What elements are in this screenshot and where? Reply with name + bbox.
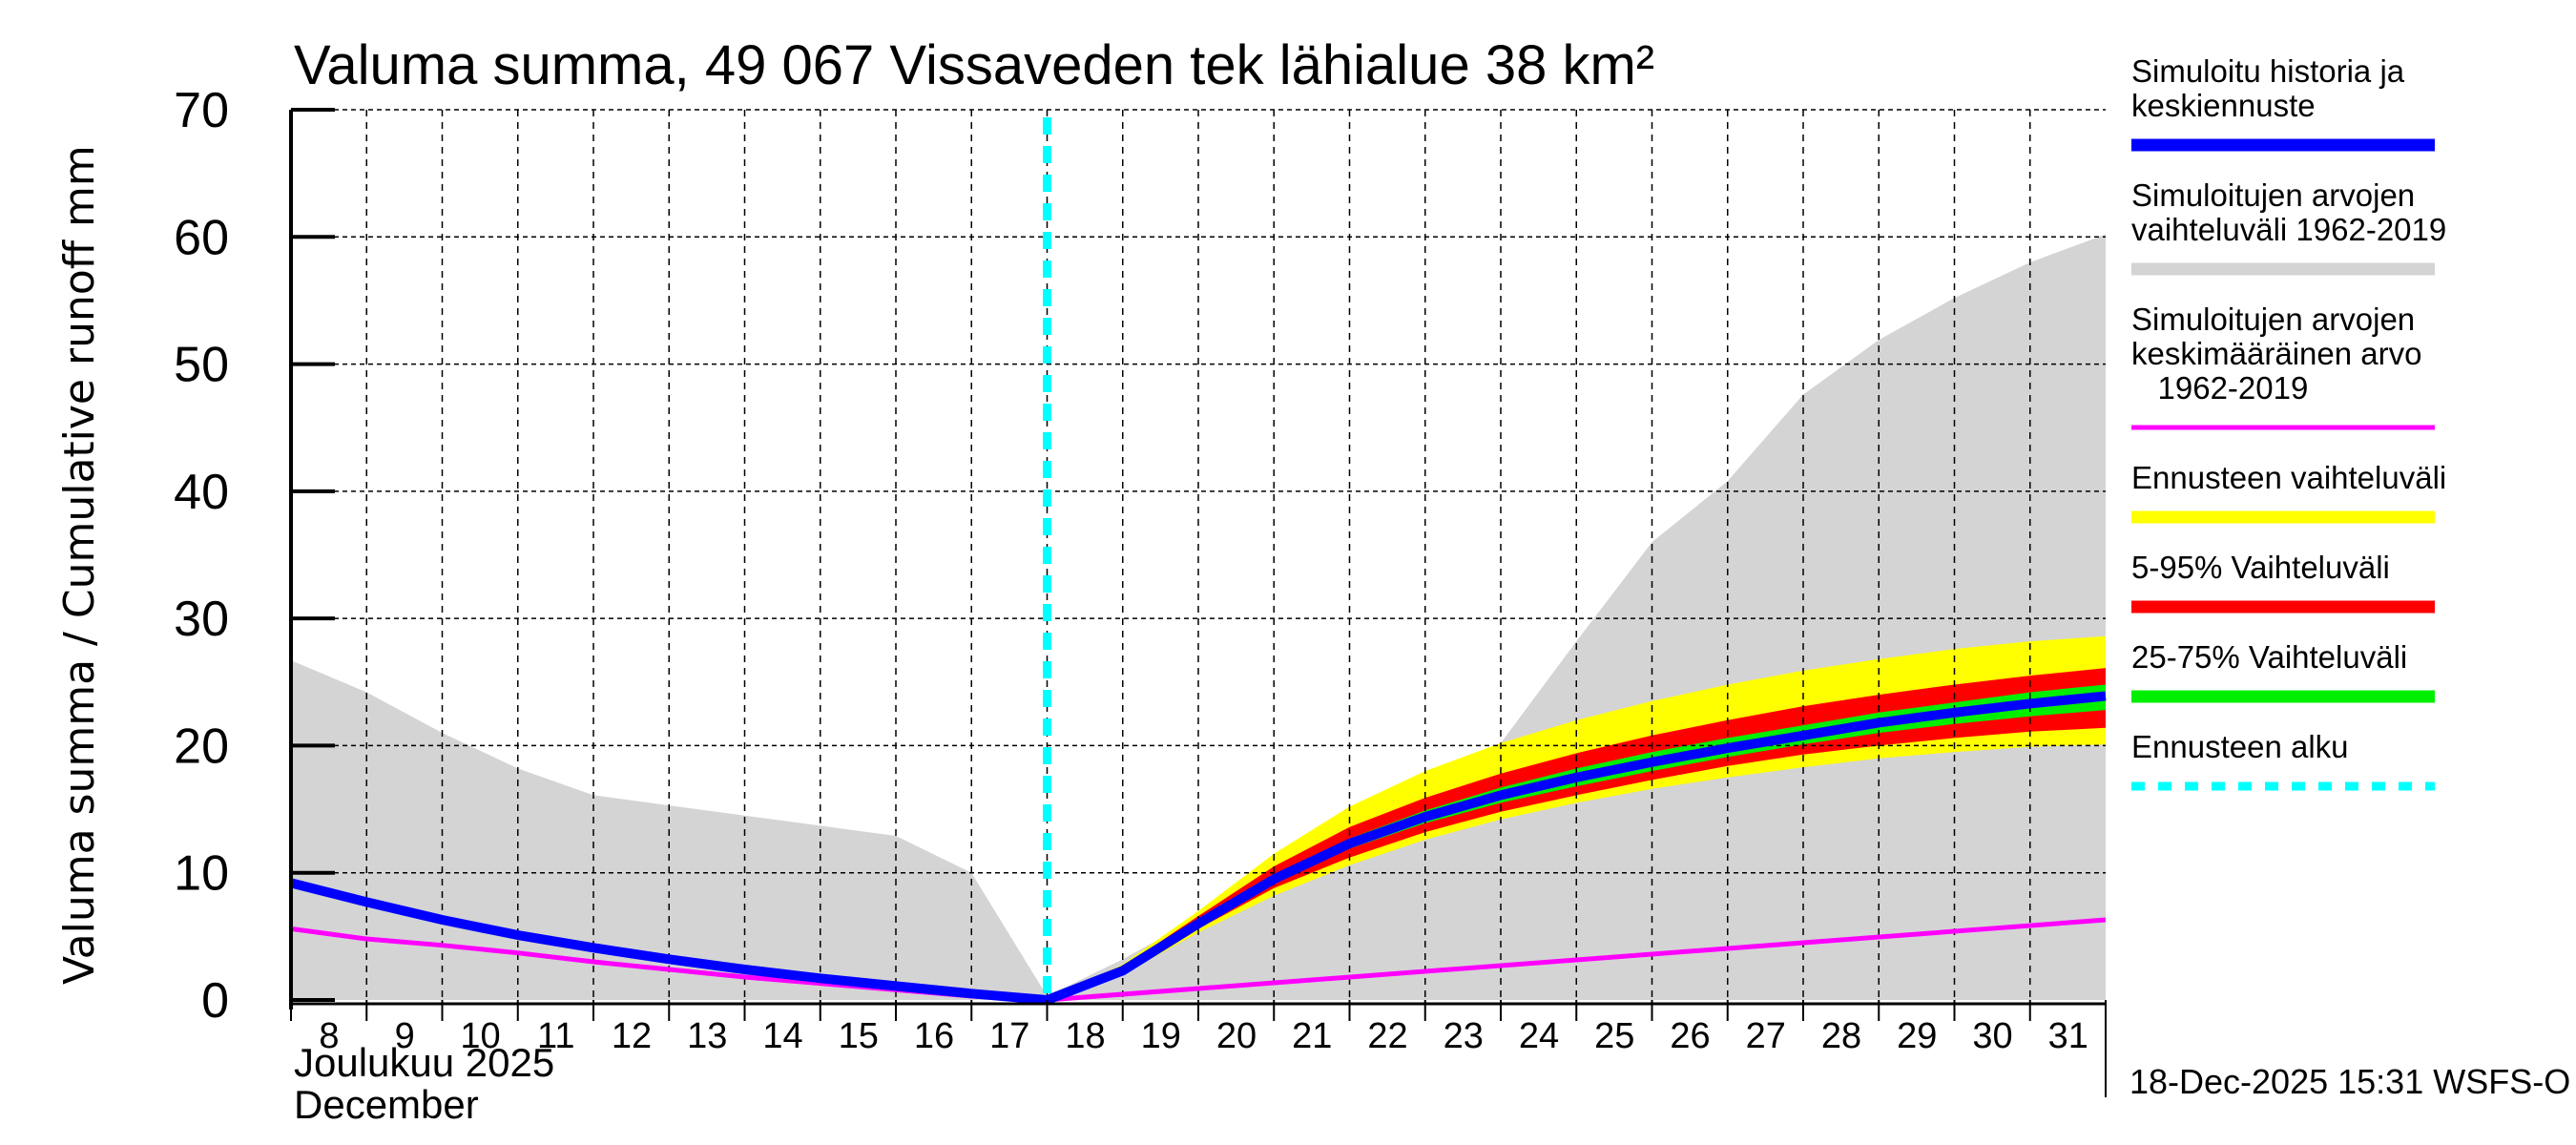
y-tick-label: 70 (174, 83, 229, 138)
x-tick-label: 9 (395, 1016, 415, 1056)
y-tick-label: 30 (174, 592, 229, 647)
x-tick-label: 16 (914, 1016, 954, 1056)
x-axis-month-label: Joulukuu 2025 (294, 1040, 554, 1085)
x-tick-label: 22 (1367, 1016, 1407, 1056)
legend-label: 25-75% Vaihteluväli (2131, 639, 2407, 675)
y-tick-label: 10 (174, 846, 229, 902)
x-tick-label: 19 (1141, 1016, 1181, 1056)
y-tick-label: 60 (174, 210, 229, 265)
legend-label: Simuloitujen arvojen (2131, 177, 2415, 213)
x-tick-label: 31 (2048, 1016, 2088, 1056)
legend-label: vaihteluväli 1962-2019 (2131, 212, 2446, 247)
x-tick-label: 10 (460, 1016, 500, 1056)
legend-label: 5-95% Vaihteluväli (2131, 550, 2390, 585)
x-tick-label: 13 (687, 1016, 727, 1056)
y-axis-label: Valuma summa / Cumulative runoff mm (55, 145, 104, 985)
x-tick-label: 12 (612, 1016, 652, 1056)
legend-label: keskiennuste (2131, 88, 2316, 123)
legend-label: Simuloitujen arvojen (2131, 302, 2415, 337)
legend-label: Ennusteen alku (2131, 729, 2349, 764)
y-tick-label: 0 (201, 973, 229, 1029)
x-tick-label: 18 (1065, 1016, 1105, 1056)
x-tick-label: 25 (1594, 1016, 1634, 1056)
x-tick-label: 15 (839, 1016, 879, 1056)
lines-layer (289, 117, 2107, 1005)
y-tick-labels: 0 10 20 30 40 50 60 70 (174, 83, 229, 1029)
x-tick-label: 14 (762, 1016, 802, 1056)
x-tick-label: 21 (1292, 1016, 1332, 1056)
x-tick-label: 29 (1897, 1016, 1937, 1056)
axes-layer (289, 108, 2107, 1097)
grid-layer (291, 109, 2106, 1000)
x-tick-label: 20 (1216, 1016, 1257, 1056)
x-tick-label: 28 (1821, 1016, 1861, 1056)
history-median-line (289, 691, 2107, 1005)
x-tick-label: 23 (1444, 1016, 1484, 1056)
legend-label: Simuloitu historia ja (2131, 53, 2405, 89)
x-tick-label: 30 (1972, 1016, 2012, 1056)
chart-title: Valuma summa, 49 067 Vissaveden tek lähi… (294, 34, 1654, 96)
legend-label: keskimääräinen arvo (2131, 336, 2421, 371)
timestamp: 18-Dec-2025 15:31 WSFS-O (2129, 1062, 2570, 1101)
legend-label: Ennusteen vaihteluväli (2131, 460, 2446, 495)
x-tick-label: 27 (1746, 1016, 1786, 1056)
x-tick-labels: 8 9 10 11 12 13 14 15 16 17 18 19 20 21 22 23 24 25 26 27 28… (319, 1016, 2088, 1056)
x-tick-label: 26 (1670, 1016, 1710, 1056)
x-tick-label: 24 (1519, 1016, 1559, 1056)
x-tick-label: 8 (319, 1016, 339, 1056)
p25-75-band (1047, 684, 2106, 1000)
legend-label: 1962-2019 (2131, 370, 2308, 406)
x-axis-month-label-en: December (294, 1082, 479, 1127)
y-tick-label: 40 (174, 465, 229, 520)
x-tick-label: 11 (537, 1016, 574, 1056)
y-tick-label: 50 (174, 338, 229, 393)
x-tick-label: 17 (989, 1016, 1029, 1056)
y-tick-label: 20 (174, 718, 229, 774)
